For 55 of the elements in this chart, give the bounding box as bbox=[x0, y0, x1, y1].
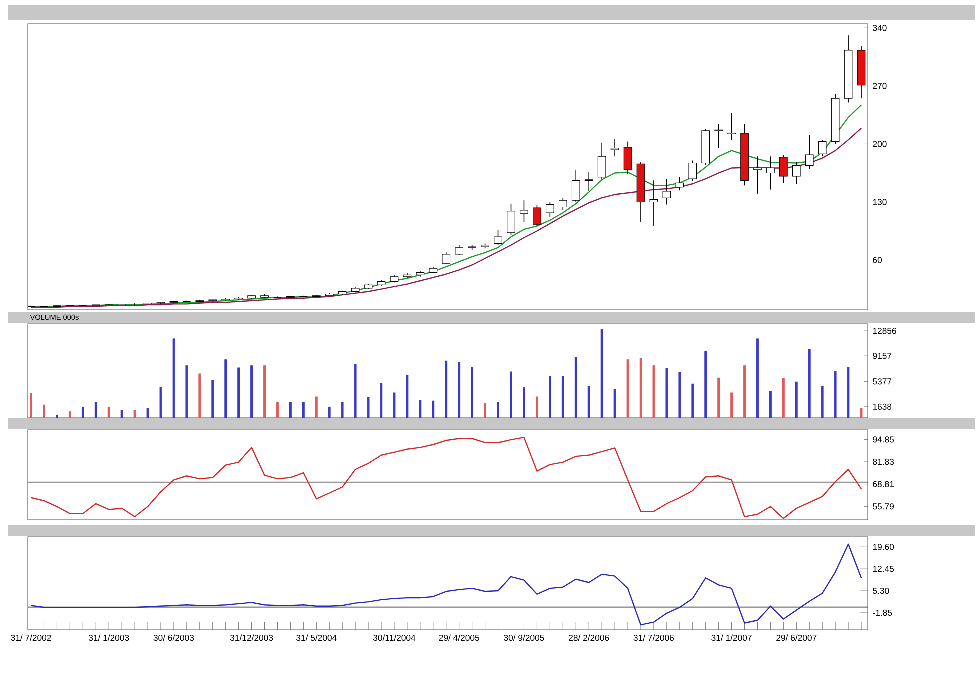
y-tick-label: 12.45 bbox=[873, 566, 894, 572]
x-tick-label: 30/ 6/2003 bbox=[154, 634, 194, 642]
line-series bbox=[30, 436, 862, 520]
candlestick bbox=[584, 172, 594, 192]
y-tick-label: 270 bbox=[873, 83, 887, 90]
y-tick-label: 81.83 bbox=[873, 458, 894, 466]
x-tick-label: 30/11/2004 bbox=[373, 634, 416, 642]
candlestick bbox=[533, 205, 542, 227]
x-tick-label: 31/ 7/2002 bbox=[11, 634, 52, 642]
y-tick-label: 94.85 bbox=[873, 436, 894, 443]
y-tick-label: 130 bbox=[873, 199, 887, 206]
x-tick-label: 29/ 6/2007 bbox=[776, 634, 817, 642]
x-tick-label: 31/12/2003 bbox=[230, 634, 274, 642]
x-tick-label: 31/ 1/2007 bbox=[712, 634, 752, 642]
candlestick bbox=[494, 230, 502, 246]
candlestick bbox=[507, 203, 516, 236]
y-tick-label: 60 bbox=[873, 257, 882, 264]
candlestick bbox=[442, 252, 451, 265]
candlestick bbox=[766, 156, 775, 190]
candlestick bbox=[624, 141, 632, 174]
y-tick-label: 200 bbox=[873, 141, 887, 148]
x-tick-label: 31/ 1/2003 bbox=[88, 634, 130, 642]
candlestick bbox=[688, 160, 698, 182]
x-tick-label: 28/ 2/2006 bbox=[569, 634, 610, 642]
candlestick bbox=[572, 170, 580, 203]
x-tick-label: 29/ 4/2005 bbox=[439, 634, 480, 642]
y-tick-label: 68.81 bbox=[873, 481, 894, 488]
candlestick bbox=[650, 180, 658, 227]
candlestick bbox=[455, 244, 464, 256]
y-tick-label: 1638 bbox=[873, 404, 892, 410]
candlestick bbox=[520, 200, 528, 223]
candlestick bbox=[598, 142, 606, 180]
y-tick-label: 340 bbox=[873, 25, 887, 32]
x-tick-label: 31/ 7/2006 bbox=[634, 634, 674, 642]
candlestick bbox=[546, 202, 554, 218]
x-tick-label: 31/ 5/2004 bbox=[296, 634, 337, 642]
candlestick bbox=[818, 140, 827, 158]
candlestick bbox=[714, 124, 723, 149]
y-tick-label: 55.79 bbox=[873, 504, 894, 510]
candlestick bbox=[792, 162, 801, 184]
candlestick bbox=[754, 156, 762, 194]
y-tick-label: 19.60 bbox=[873, 544, 894, 550]
candlestick bbox=[662, 178, 672, 206]
candlestick bbox=[728, 113, 736, 140]
y-tick-label: 12856 bbox=[873, 328, 896, 334]
y-tick-label: -1.85 bbox=[873, 610, 892, 616]
candlestick bbox=[676, 176, 684, 192]
candlestick bbox=[780, 154, 788, 184]
candlestick bbox=[610, 138, 620, 158]
candlestick bbox=[805, 134, 814, 170]
y-tick-label: 5.30 bbox=[873, 588, 890, 594]
x-tick-label: 30/ 9/2005 bbox=[504, 634, 544, 642]
y-tick-label: 9157 bbox=[873, 353, 892, 360]
y-tick-label: 5377 bbox=[873, 378, 892, 385]
candlestick bbox=[558, 198, 568, 211]
